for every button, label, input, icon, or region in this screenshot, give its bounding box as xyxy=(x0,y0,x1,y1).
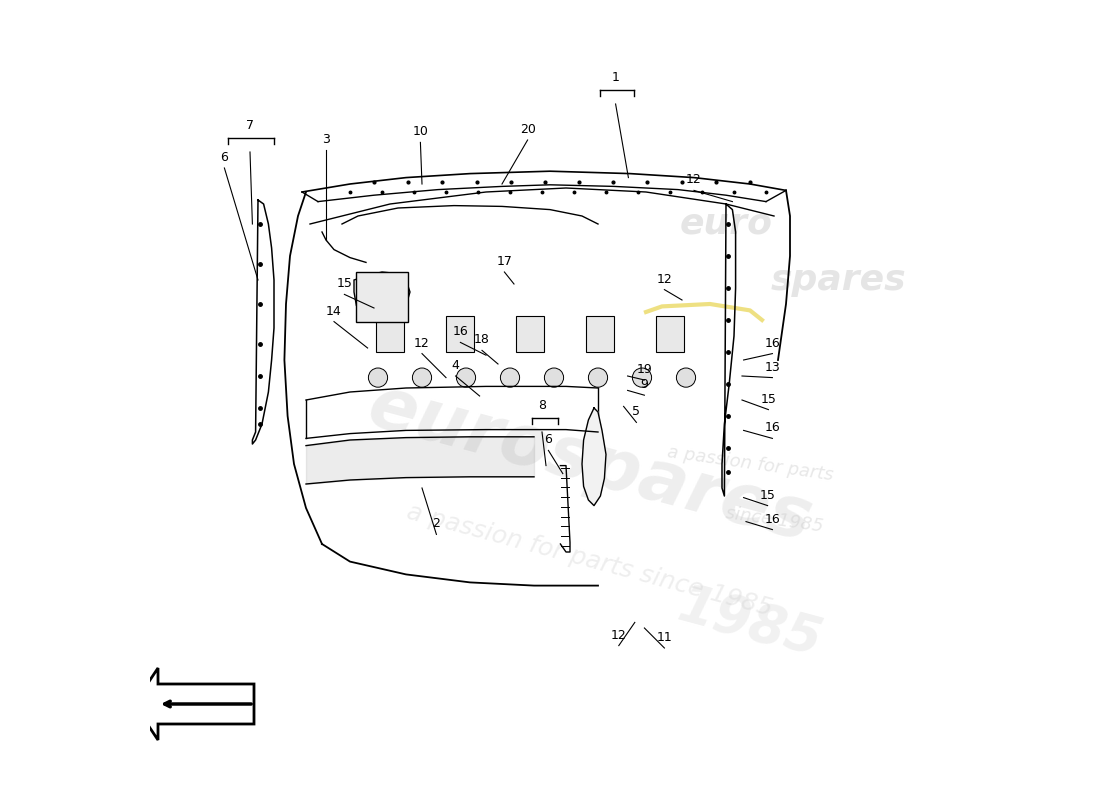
Text: 13: 13 xyxy=(764,361,780,374)
Text: 11: 11 xyxy=(657,631,672,644)
Circle shape xyxy=(676,368,695,387)
Text: 8: 8 xyxy=(538,399,546,412)
Text: 5: 5 xyxy=(632,406,640,418)
Text: 4: 4 xyxy=(452,359,460,372)
Text: eurospares: eurospares xyxy=(361,371,820,557)
Circle shape xyxy=(632,368,651,387)
Text: 10: 10 xyxy=(412,126,428,138)
Text: 18: 18 xyxy=(474,334,490,346)
Circle shape xyxy=(456,368,475,387)
Polygon shape xyxy=(582,408,606,506)
Text: 12: 12 xyxy=(414,337,430,350)
Bar xyxy=(446,316,474,352)
Text: 9: 9 xyxy=(640,378,648,391)
Text: 7: 7 xyxy=(246,119,254,132)
Text: a passion for parts: a passion for parts xyxy=(666,443,834,485)
Text: 19: 19 xyxy=(637,363,652,376)
Text: 16: 16 xyxy=(764,337,780,350)
Text: 6: 6 xyxy=(544,434,552,446)
Text: 20: 20 xyxy=(519,123,536,136)
Text: 2: 2 xyxy=(432,518,440,530)
Text: 15: 15 xyxy=(760,393,777,406)
Text: a passion for parts since 1985: a passion for parts since 1985 xyxy=(405,499,776,621)
Text: since 1985: since 1985 xyxy=(724,504,824,536)
Bar xyxy=(375,316,405,352)
Text: 17: 17 xyxy=(496,255,513,268)
Circle shape xyxy=(500,368,519,387)
Circle shape xyxy=(588,368,607,387)
Text: 1: 1 xyxy=(612,71,619,84)
Text: 15: 15 xyxy=(337,278,352,290)
Text: 12: 12 xyxy=(657,273,672,286)
Text: euro: euro xyxy=(680,207,772,241)
Text: 6: 6 xyxy=(220,151,229,164)
Bar xyxy=(516,316,544,352)
Circle shape xyxy=(412,368,431,387)
Bar xyxy=(356,272,408,322)
Circle shape xyxy=(368,368,387,387)
Polygon shape xyxy=(354,272,410,316)
Text: spares: spares xyxy=(770,263,905,297)
Text: 12: 12 xyxy=(610,629,627,642)
Circle shape xyxy=(544,368,563,387)
Bar xyxy=(656,316,684,352)
Text: 16: 16 xyxy=(452,326,469,338)
Bar xyxy=(585,316,615,352)
Text: 14: 14 xyxy=(326,305,342,318)
Text: 12: 12 xyxy=(686,174,702,186)
Text: 16: 16 xyxy=(764,422,780,434)
Text: 1985: 1985 xyxy=(672,580,827,668)
Text: 3: 3 xyxy=(322,134,330,146)
Text: 16: 16 xyxy=(764,513,780,526)
Text: 15: 15 xyxy=(760,489,775,502)
